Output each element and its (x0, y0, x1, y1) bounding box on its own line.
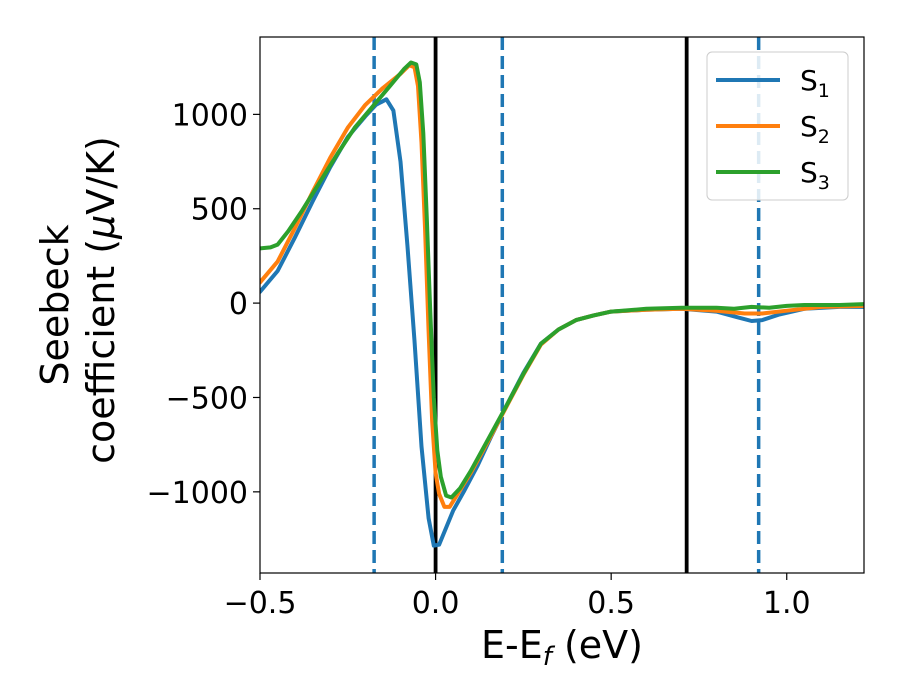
x-tick-label: 1.0 (763, 586, 811, 621)
legend-label-s1: S1 (800, 64, 830, 102)
x-tick-label: 0.0 (412, 586, 460, 621)
y-axis-title-line2-start: coefficient ( (79, 239, 123, 464)
y-axis-ticks: 1000 500 0 −500 −1000 (147, 98, 260, 511)
x-tick-label: 0.5 (587, 586, 635, 621)
legend: S1 S2 S3 (706, 51, 849, 201)
y-tick-label: 0 (229, 287, 248, 322)
x-axis-title-rest: (eV) (552, 623, 643, 667)
legend-label-s2: S2 (800, 110, 830, 148)
y-tick-label: −500 (166, 381, 248, 416)
x-axis-ticks: −0.5 0.0 0.5 1.0 (224, 573, 811, 621)
y-tick-label: 1000 (172, 98, 248, 133)
series-layer (260, 60, 864, 548)
y-axis-title: Seebeck coefficient (μV/K) (33, 136, 123, 464)
x-axis-title: E-Ef (eV) (481, 623, 643, 672)
y-axis-title-line2: coefficient (μV/K) (79, 136, 123, 464)
y-axis-title-mu: μ (79, 215, 123, 240)
x-tick-label: −0.5 (224, 586, 297, 621)
plot-frame (259, 36, 865, 574)
series-line-s3 (260, 60, 864, 500)
x-axis-title-main: E-E (481, 623, 543, 667)
legend-label-s3: S3 (800, 156, 830, 194)
y-axis-title-line1: Seebeck (33, 224, 77, 385)
y-tick-label: 500 (191, 193, 248, 228)
y-axis-title-line2-end: V/K) (79, 136, 123, 215)
vertical-reference-lines (372, 37, 761, 573)
y-tick-label: −1000 (147, 476, 248, 511)
